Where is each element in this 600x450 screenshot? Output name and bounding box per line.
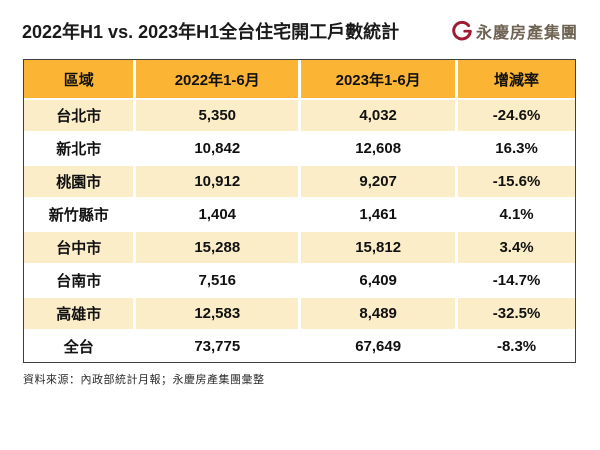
cell-2022-value: 15,288	[136, 230, 302, 263]
cell-change-rate: 16.3%	[458, 131, 575, 164]
cell-region: 台中市	[24, 230, 137, 263]
cell-2023-value: 4,032	[301, 98, 459, 131]
col-header-change: 增減率	[458, 60, 575, 98]
table-row-hsinchu: 新竹縣市 1,404 1,461 4.1%	[24, 197, 575, 230]
cell-2022-value: 10,842	[136, 131, 302, 164]
table-row-taoyuan: 桃園市 10,912 9,207 -15.6%	[24, 164, 575, 197]
cell-2022-value: 10,912	[136, 164, 302, 197]
brand-logo: 永慶房產集團	[451, 19, 578, 43]
cell-region: 台北市	[24, 98, 137, 131]
cell-region: 新北市	[24, 131, 137, 164]
source-note: 資料來源：內政部統計月報；永慶房產集團彙整	[23, 374, 265, 386]
cell-2023-value: 9,207	[301, 164, 459, 197]
table-row-taiwan-total: 全台 73,775 67,649 -8.3%	[24, 329, 575, 362]
cell-change-rate: 4.1%	[458, 197, 575, 230]
brand-name: 永慶房產集團	[475, 25, 578, 42]
table-row-taichung: 台中市 15,288 15,812 3.4%	[24, 230, 575, 263]
cell-region: 台南市	[24, 263, 137, 296]
cell-2023-value: 1,461	[301, 197, 459, 230]
cell-change-rate: -32.5%	[458, 296, 575, 329]
cell-region: 桃園市	[24, 164, 137, 197]
cell-2023-value: 6,409	[301, 263, 459, 296]
cell-2022-value: 7,516	[136, 263, 302, 296]
cell-region: 高雄市	[24, 296, 137, 329]
cell-change-rate: 3.4%	[458, 230, 575, 263]
table-row-newtaipei: 新北市 10,842 12,608 16.3%	[24, 131, 575, 164]
cell-change-rate: -14.7%	[458, 263, 575, 296]
cell-change-rate: -8.3%	[458, 329, 575, 362]
housing-starts-table: 區域 2022年1-6月 2023年1-6月 增減率 台北市 5,350 4,0…	[23, 59, 576, 363]
top-bar: 2022年H1 vs. 2023年H1全台住宅開工戶數統計 永慶房產集團	[0, 0, 600, 46]
cell-2022-value: 1,404	[136, 197, 302, 230]
page-title: 2022年H1 vs. 2023年H1全台住宅開工戶數統計	[22, 22, 400, 42]
cell-region: 全台	[24, 329, 137, 362]
cell-change-rate: -15.6%	[458, 164, 575, 197]
cell-region: 新竹縣市	[24, 197, 137, 230]
cell-2022-value: 12,583	[136, 296, 302, 329]
col-header-2022: 2022年1-6月	[136, 60, 302, 98]
table-header-row: 區域 2022年1-6月 2023年1-6月 增減率	[24, 60, 575, 98]
table-row-tainan: 台南市 7,516 6,409 -14.7%	[24, 263, 575, 296]
cell-2023-value: 8,489	[301, 296, 459, 329]
col-header-region: 區域	[24, 60, 137, 98]
cell-2023-value: 12,608	[301, 131, 459, 164]
table-row-taipei: 台北市 5,350 4,032 -24.6%	[24, 98, 575, 131]
col-header-2023: 2023年1-6月	[301, 60, 459, 98]
cell-2022-value: 5,350	[136, 98, 302, 131]
cell-2022-value: 73,775	[136, 329, 302, 362]
cell-2023-value: 67,649	[301, 329, 459, 362]
table-row-kaohsiung: 高雄市 12,583 8,489 -32.5%	[24, 296, 575, 329]
cell-change-rate: -24.6%	[458, 98, 575, 131]
cell-2023-value: 15,812	[301, 230, 459, 263]
yungching-g-logo-icon	[451, 20, 473, 42]
